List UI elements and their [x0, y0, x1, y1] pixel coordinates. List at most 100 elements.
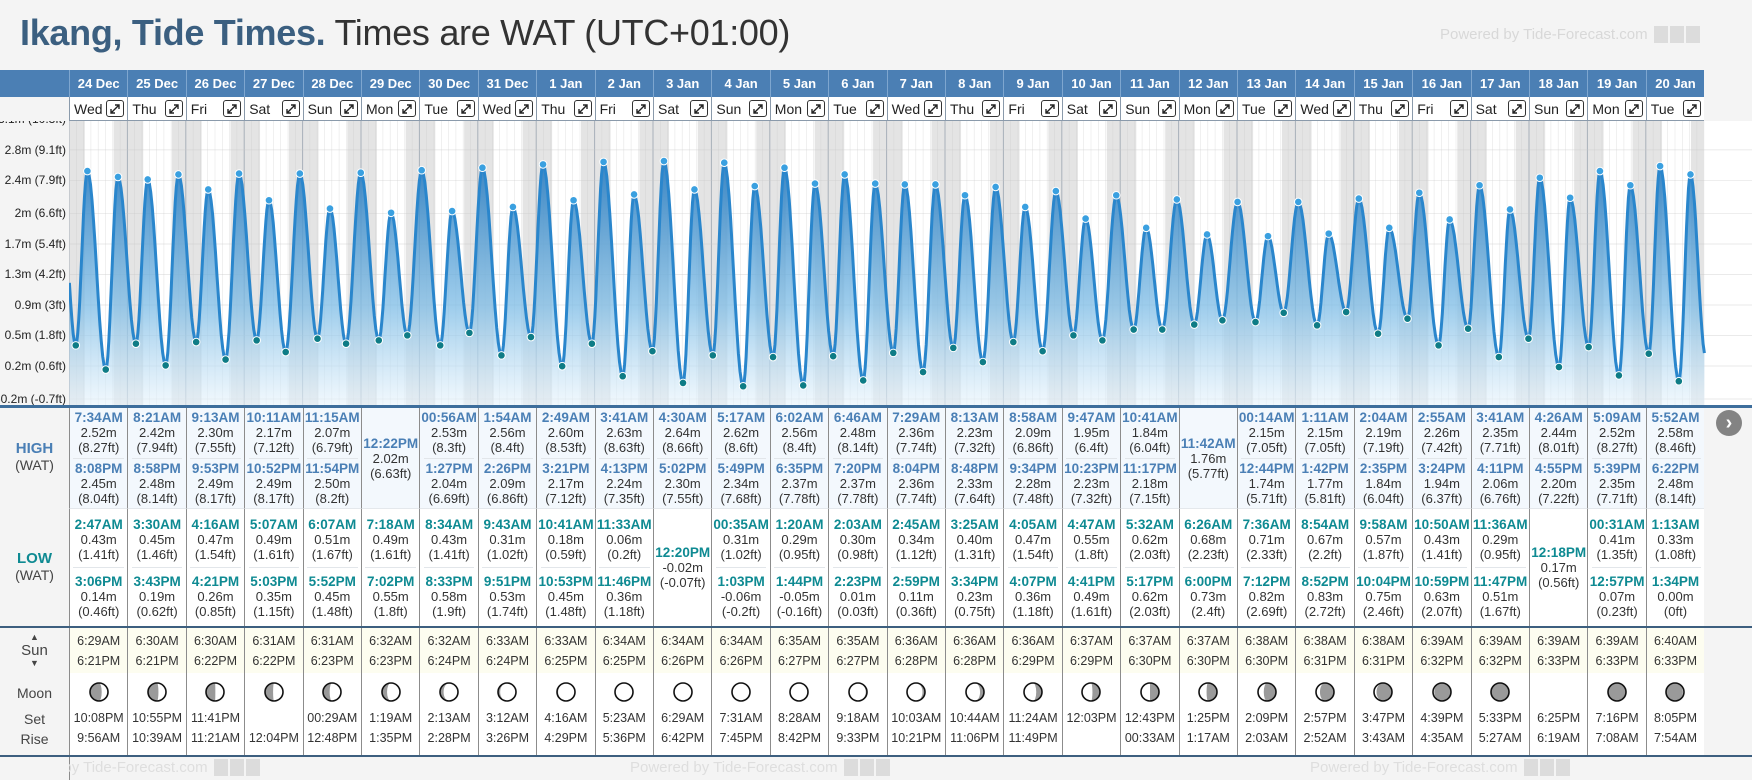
- low-tide-entry: 10:50AM 0.43m (1.41ft): [1414, 511, 1470, 567]
- expand-day-button[interactable]: [456, 100, 475, 117]
- sunset-time: 6:27PM: [836, 653, 880, 668]
- low-tide-height-m: 0.30m: [839, 531, 876, 547]
- low-tide-time: 3:43PM: [133, 573, 181, 589]
- moon-cell: 11:24AM 11:49PM: [1003, 673, 1062, 755]
- sunset-time: 6:31PM: [1361, 653, 1406, 668]
- powered-by-text: Powered by Tide-Forecast.com: [630, 759, 838, 776]
- low-tide-entry: 7:12PM 0.82m (2.69ft): [1241, 567, 1292, 624]
- sun-cell: 6:32AM 6:23PM: [361, 628, 420, 673]
- day-header: Sun: [1120, 97, 1179, 121]
- high-tide-point: [991, 182, 1000, 192]
- low-tide-time: 9:51PM: [483, 573, 532, 589]
- high-tide-height-ft: (6.69ft): [428, 490, 470, 506]
- expand-day-button[interactable]: [982, 100, 1001, 117]
- high-tide-height-ft: (8.53ft): [545, 440, 587, 456]
- low-tide-point: [71, 341, 81, 350]
- moon-cell: 3:12AM 3:26PM: [477, 673, 537, 755]
- expand-day-button[interactable]: [1683, 100, 1702, 117]
- high-tide-height-m: 2.26m: [1423, 425, 1460, 441]
- low-tide-entry: 2:45AM 0.34m (1.12ft): [891, 511, 942, 567]
- expand-icon: [1220, 103, 1230, 114]
- date-header-5: 29 Dec: [361, 70, 420, 97]
- sunset-time: 6:21PM: [135, 653, 179, 668]
- high-tide-height-m: 2.49m: [197, 475, 234, 491]
- high-tide-point: [810, 179, 820, 188]
- expand-day-button[interactable]: [1449, 100, 1468, 117]
- low-tide-time: 11:36AM: [1472, 516, 1528, 532]
- high-tide-height-ft: (7.22ft): [1538, 490, 1580, 506]
- low-tide-entry: 3:30AM 0.45m (1.46ft): [132, 511, 183, 567]
- expand-icon: [461, 103, 471, 114]
- high-tide-height-ft: (7.78ft): [837, 490, 879, 506]
- expand-day-button[interactable]: [748, 100, 767, 117]
- moonrise-time: 9:56AM: [77, 731, 121, 745]
- expand-day-button[interactable]: [106, 100, 125, 117]
- low-tide-height-m: 0.45m: [547, 588, 584, 604]
- date-label: 8 Jan: [958, 76, 992, 91]
- date-label: 19 Jan: [1596, 76, 1638, 91]
- expand-icon: [1570, 103, 1581, 114]
- high-tide-point: [1686, 170, 1695, 179]
- high-tide-height-m: 2.62m: [723, 425, 760, 441]
- low-tide-cell: 10:50AM 0.43m (1.41ft) 10:59PM 0.63m (2.07ft): [1412, 508, 1471, 626]
- moon-phase-icon: [1489, 681, 1511, 703]
- moon-cell: 00:29AM 12:48PM: [302, 673, 361, 755]
- expand-day-button[interactable]: [339, 100, 358, 117]
- expand-icon: [1629, 103, 1639, 114]
- expand-day-button[interactable]: [515, 100, 534, 117]
- high-tide-height-m: 2.44m: [1540, 425, 1577, 441]
- moon-cell: 11:41PM 11:21AM: [185, 673, 245, 755]
- sun-cell: 6:30AM 6:21PM: [127, 628, 186, 673]
- low-tide-time: 10:50AM: [1414, 516, 1470, 532]
- day-header: Sun: [302, 97, 361, 121]
- low-tide-entry: 10:04PM 0.75m (2.46ft): [1356, 567, 1411, 624]
- low-tide-time: 2:59PM: [892, 573, 940, 589]
- low-tide-time: 12:20PM: [655, 545, 711, 560]
- high-tide-time: 00:14AM: [1238, 410, 1295, 426]
- high-tide-entry: 8:04PM 2.36m (7.74ft): [891, 457, 942, 509]
- expand-day-button[interactable]: [573, 100, 592, 117]
- low-tide-time: 6:26AM: [1184, 516, 1233, 532]
- day-header: Mon: [1178, 97, 1237, 121]
- high-tide-time: 3:41AM: [1476, 410, 1525, 426]
- expand-day-button[interactable]: [1566, 100, 1585, 117]
- expand-day-button[interactable]: [1040, 100, 1059, 117]
- expand-day-button[interactable]: [1391, 100, 1410, 117]
- expand-day-button[interactable]: [865, 100, 884, 117]
- low-tide-height-ft: (1.18ft): [603, 603, 645, 619]
- expand-day-button[interactable]: [398, 100, 417, 117]
- high-tide-height-m: 2.42m: [139, 425, 176, 441]
- expand-day-button[interactable]: [1274, 100, 1293, 117]
- sunrise-time: 6:39AM: [1420, 633, 1464, 648]
- moonset-time: 2:09PM: [1245, 711, 1289, 725]
- expand-day-button[interactable]: [1157, 100, 1176, 117]
- date-label: 15 Jan: [1363, 76, 1404, 91]
- high-tide-entry: 1:42PM 1.77m (5.81ft): [1299, 457, 1351, 509]
- expand-icon: [344, 103, 354, 114]
- expand-day-button[interactable]: [1332, 100, 1351, 117]
- expand-day-button[interactable]: [1215, 100, 1234, 117]
- expand-day-button[interactable]: [1507, 100, 1526, 117]
- expand-day-button[interactable]: [923, 100, 942, 117]
- low-tide-entry: 4:41PM 0.49m (1.61ft): [1066, 567, 1117, 624]
- expand-day-button[interactable]: [1099, 100, 1118, 117]
- high-tide-height-m: 2.36m: [898, 475, 935, 491]
- high-tide-point: [1020, 202, 1030, 212]
- expand-day-button[interactable]: [807, 100, 826, 117]
- expand-day-button[interactable]: [281, 100, 300, 117]
- expand-day-button[interactable]: [223, 100, 242, 117]
- expand-day-button[interactable]: [690, 100, 709, 117]
- high-tide-height-ft: (8.4ft): [782, 440, 817, 456]
- high-tide-height-ft: (7.55ft): [194, 440, 237, 456]
- expand-day-button[interactable]: [631, 100, 650, 117]
- high-tide-height-m: 2.48m: [139, 475, 176, 491]
- scroll-right-button[interactable]: ›: [1716, 410, 1742, 436]
- date-label: 31 Dec: [486, 76, 529, 91]
- low-tide-height-m: 0.51m: [314, 531, 351, 547]
- sunrise-time: 6:33AM: [485, 633, 530, 648]
- high-tide-point: [1595, 166, 1605, 176]
- expand-day-button[interactable]: [164, 100, 183, 117]
- high-tide-time: 1:54AM: [483, 410, 532, 426]
- expand-day-button[interactable]: [1624, 100, 1643, 117]
- low-tide-height-m: 0.49m: [1073, 588, 1110, 604]
